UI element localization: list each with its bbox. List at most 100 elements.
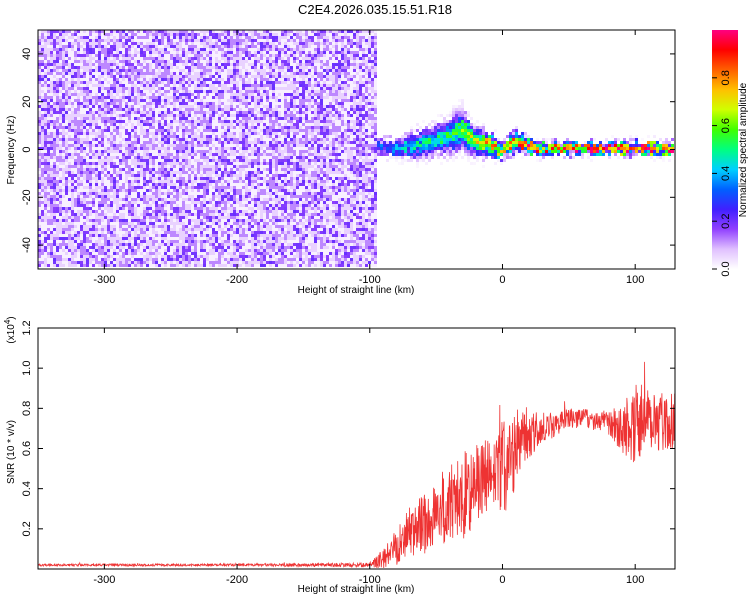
- spectrogram-cell: [149, 69, 152, 72]
- spectrogram-cell: [152, 240, 155, 243]
- spectrogram-cell: [41, 63, 44, 66]
- spectrogram-cell: [173, 144, 176, 147]
- spectrogram-cell: [59, 171, 62, 174]
- spectrogram-cell: [224, 234, 227, 237]
- spectrogram-cell: [65, 99, 68, 102]
- spectrogram-cell: [176, 147, 179, 150]
- spectrogram-cell: [122, 255, 125, 258]
- spectrogram-cell: [119, 114, 122, 117]
- spectrogram-cell: [179, 141, 182, 144]
- spectrogram-cell: [77, 180, 80, 183]
- spectrogram-cell: [218, 195, 221, 198]
- spectrogram-cell: [146, 183, 149, 186]
- spectrogram-cell: [218, 258, 221, 261]
- spectrogram-cell: [134, 138, 137, 141]
- spectrogram-cell: [170, 90, 173, 93]
- spectrogram-cell: [86, 57, 89, 60]
- spectrogram-cell: [125, 57, 128, 60]
- spectrogram-cell: [77, 90, 80, 93]
- spectrogram-cell: [221, 84, 224, 87]
- spectrogram-cell: [128, 138, 131, 141]
- spectrogram-cell: [68, 201, 71, 204]
- spectrogram-cell: [74, 159, 77, 162]
- spectrogram-cell: [74, 108, 77, 111]
- spectrogram-cell: [224, 120, 227, 123]
- spectrogram-cell: [182, 120, 185, 123]
- spectrogram-cell: [53, 54, 56, 57]
- spectrogram-cell: [59, 45, 62, 48]
- spectrogram-cell: [122, 207, 125, 210]
- spectrogram-cell: [89, 51, 92, 54]
- spectrogram-cell: [164, 264, 167, 267]
- spectrogram-cell: [119, 210, 122, 213]
- spectrogram-cell: [170, 48, 173, 51]
- spectrogram-cell: [62, 138, 65, 141]
- spectrogram-cell: [170, 114, 173, 117]
- spectrogram-cell: [98, 255, 101, 258]
- spectrogram-cell: [89, 90, 92, 93]
- spectrogram-cell: [125, 75, 128, 78]
- spectrogram-cell: [152, 39, 155, 42]
- spectrogram-cell: [65, 132, 68, 135]
- spectrogram-cell: [92, 120, 95, 123]
- spectrogram-cell: [44, 75, 47, 78]
- spectrogram-cell: [71, 66, 74, 69]
- spectrogram-cell: [179, 162, 182, 165]
- spectrogram-cell: [101, 33, 104, 36]
- spectrogram-cell: [53, 108, 56, 111]
- spectrogram-cell: [185, 240, 188, 243]
- spectrogram-cell: [200, 147, 203, 150]
- spectrogram-cell: [119, 153, 122, 156]
- spectrogram-cell: [74, 123, 77, 126]
- spectrogram-cell: [224, 30, 227, 33]
- spectrogram-cell: [98, 78, 101, 81]
- spectrogram-cell: [158, 45, 161, 48]
- spectrogram-cell: [38, 213, 41, 216]
- spectrogram-cell: [194, 33, 197, 36]
- spectrogram-cell: [182, 246, 185, 249]
- spectrogram-cell: [176, 111, 179, 114]
- spectrogram-cell: [185, 198, 188, 201]
- spectrogram-cell: [164, 36, 167, 39]
- spectrogram-cell: [41, 252, 44, 255]
- spectrogram-cell: [143, 207, 146, 210]
- spectrogram-cell: [188, 186, 191, 189]
- spectrogram-cell: [176, 177, 179, 180]
- spectrogram-cell: [176, 153, 179, 156]
- spectrogram-cell: [104, 96, 107, 99]
- spectrogram-cell: [194, 42, 197, 45]
- spectrogram-cell: [209, 132, 212, 135]
- spectrogram-cell: [170, 78, 173, 81]
- spectrogram-cell: [62, 108, 65, 111]
- spectrogram-cell: [173, 129, 176, 132]
- spectrogram-cell: [206, 258, 209, 261]
- spectrogram-cell: [218, 165, 221, 168]
- spectrogram-cell: [173, 153, 176, 156]
- spectrogram-cell: [158, 39, 161, 42]
- spectrogram-cell: [158, 150, 161, 153]
- spectrogram-cell: [197, 162, 200, 165]
- spectrogram-cell: [65, 207, 68, 210]
- spectrogram-cell: [134, 123, 137, 126]
- spectrogram-cell: [134, 81, 137, 84]
- spectrogram-cell: [80, 39, 83, 42]
- spectrogram-cell: [53, 96, 56, 99]
- spectrogram-cell: [197, 255, 200, 258]
- spectrogram-cell: [125, 135, 128, 138]
- spectrogram-cell: [47, 81, 50, 84]
- spectrogram-cell: [71, 90, 74, 93]
- spectrogram-cell: [194, 96, 197, 99]
- spectrogram-cell: [47, 186, 50, 189]
- spectrogram-cell: [104, 225, 107, 228]
- spectrogram-cell: [131, 180, 134, 183]
- spectrogram-cell: [188, 192, 191, 195]
- spectrogram-cell: [188, 147, 191, 150]
- spectrogram-cell: [215, 138, 218, 141]
- spectrogram-cell: [56, 48, 59, 51]
- spectrogram-cell: [77, 204, 80, 207]
- spectrogram-cell: [173, 120, 176, 123]
- spectrogram-cell: [56, 243, 59, 246]
- spectrogram-cell: [179, 129, 182, 132]
- spectrogram-cell: [200, 237, 203, 240]
- spectrogram-cell: [179, 72, 182, 75]
